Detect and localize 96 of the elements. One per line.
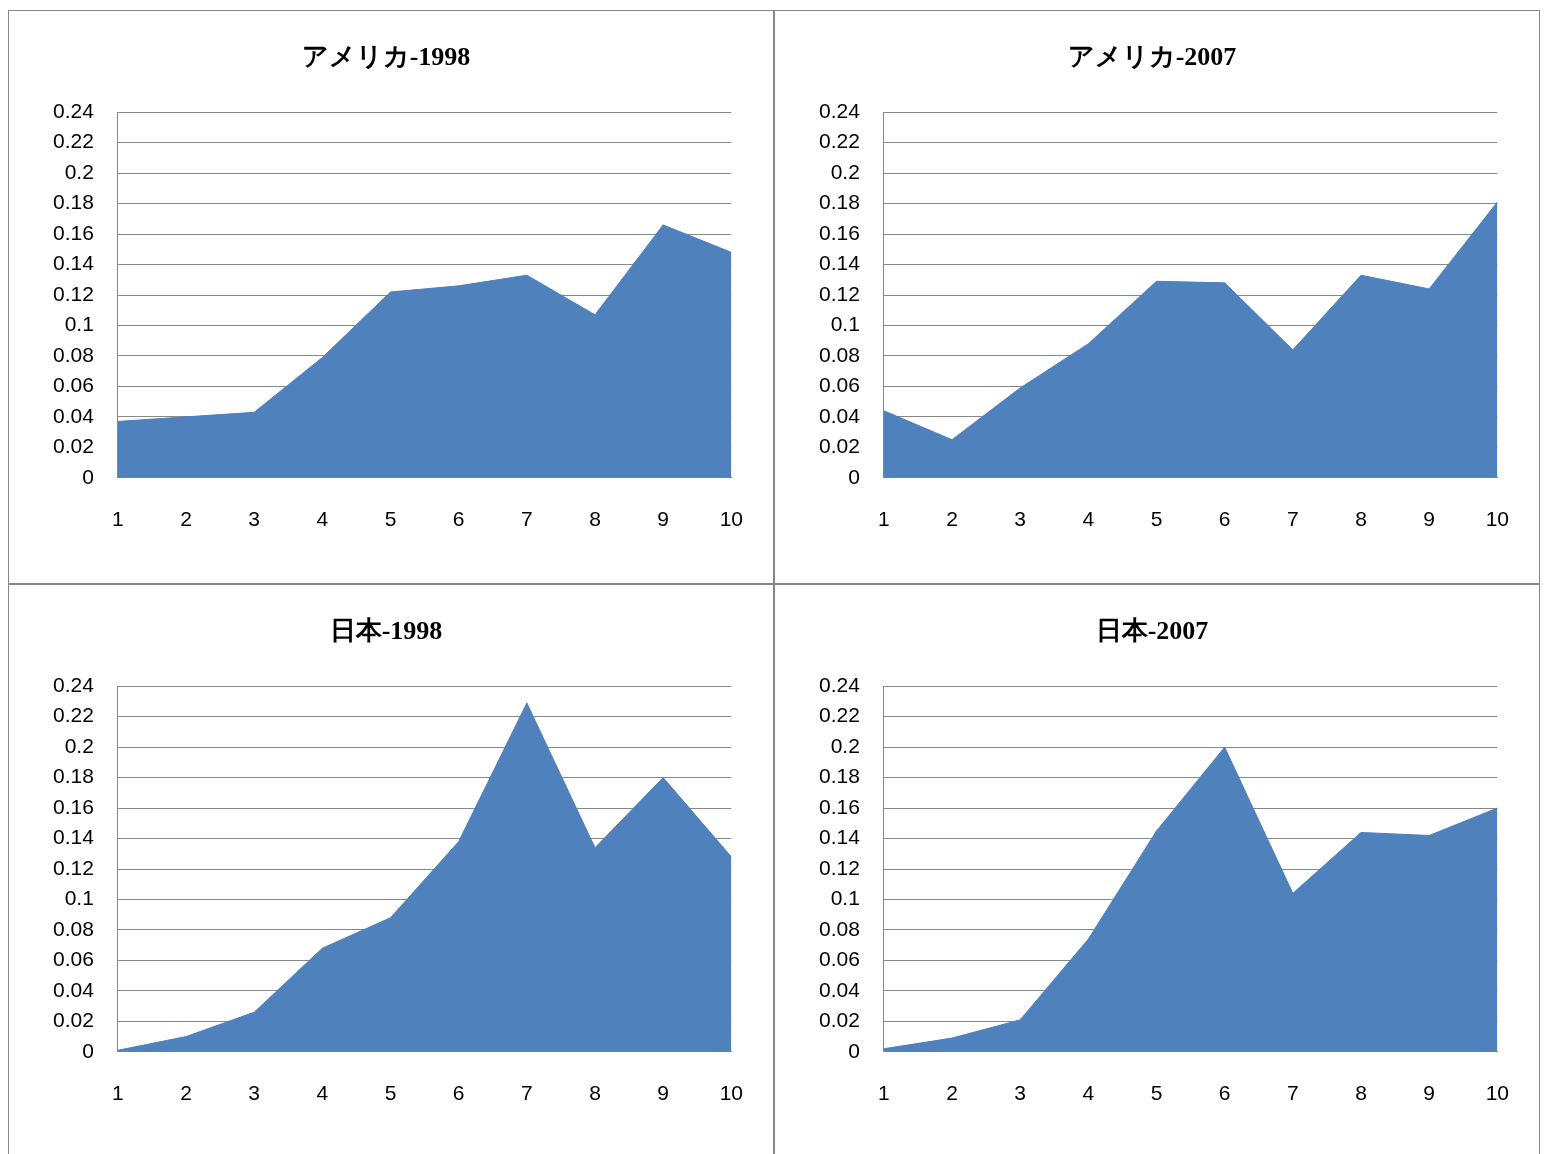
y-tick-label: 0.04	[819, 403, 861, 427]
x-tick-label: 5	[384, 1081, 397, 1105]
y-tick-label: 0.18	[53, 764, 94, 788]
y-tick-label: 0.02	[819, 1008, 860, 1032]
x-tick-label: 1	[112, 1081, 124, 1105]
chart-title: アメリカ-1998	[301, 42, 471, 72]
y-tick-label: 0.18	[819, 190, 860, 214]
x-tick-label: 7	[520, 507, 533, 531]
y-tick-label: 0	[82, 464, 94, 488]
x-tick-label: 8	[589, 507, 601, 531]
y-tick-label: 0.16	[53, 794, 94, 818]
y-tick-label: 0.06	[819, 373, 860, 397]
y-tick-label: 0.04	[819, 977, 861, 1001]
y-tick-label: 0.12	[819, 281, 860, 305]
y-tick-label: 0.16	[53, 220, 94, 244]
x-tick-label: 4	[316, 507, 329, 531]
x-tick-label: 7	[1286, 507, 1299, 531]
x-tick-label: 2	[946, 507, 958, 531]
y-tick-label: 0.16	[819, 794, 860, 818]
y-tick-label: 0.06	[53, 373, 94, 397]
x-tick-label: 6	[1218, 507, 1231, 531]
y-tick-label: 0.08	[819, 342, 860, 366]
x-tick-label: 8	[1355, 1081, 1367, 1105]
x-tick-label: 1	[878, 1081, 890, 1105]
y-tick-label: 0.14	[819, 825, 861, 849]
y-tick-label: 0.2	[830, 159, 860, 183]
y-tick-label: 0.1	[64, 886, 94, 910]
y-tick-label: 0.08	[53, 342, 94, 366]
y-tick-label: 0.2	[830, 733, 860, 757]
y-tick-label: 0.06	[819, 947, 860, 971]
x-tick-label: 9	[657, 1081, 669, 1105]
y-tick-label: 0.02	[53, 434, 94, 458]
x-tick-label: 5	[1150, 1081, 1163, 1105]
y-tick-label: 0.2	[64, 159, 94, 183]
y-tick-label: 0.24	[53, 673, 95, 696]
x-tick-label: 9	[1423, 1081, 1435, 1105]
x-tick-label: 6	[452, 507, 465, 531]
y-tick-label: 0.02	[53, 1008, 94, 1032]
x-tick-label: 1	[112, 507, 124, 531]
y-tick-label: 0.24	[819, 99, 861, 122]
x-tick-label: 4	[1082, 1081, 1095, 1105]
x-tick-label: 2	[180, 507, 192, 531]
y-tick-label: 0.14	[53, 251, 95, 275]
y-tick-label: 0	[82, 1038, 94, 1062]
y-tick-label: 0.06	[53, 947, 94, 971]
x-tick-label: 10	[1485, 1081, 1509, 1105]
y-tick-label: 0.1	[830, 886, 860, 910]
x-tick-label: 8	[589, 1081, 601, 1105]
x-tick-label: 3	[1014, 1081, 1027, 1105]
x-tick-label: 6	[1218, 1081, 1231, 1105]
y-tick-label: 0.12	[819, 855, 860, 879]
y-tick-label: 0.1	[830, 312, 860, 336]
x-tick-label: 7	[1286, 1081, 1299, 1105]
x-tick-label: 10	[719, 507, 743, 531]
y-tick-label: 0.04	[53, 977, 95, 1001]
x-tick-label: 3	[248, 1081, 261, 1105]
y-tick-label: 0.24	[819, 673, 861, 696]
y-tick-label: 0	[848, 464, 860, 488]
x-tick-label: 2	[180, 1081, 192, 1105]
x-tick-label: 3	[1014, 507, 1027, 531]
y-tick-label: 0.12	[53, 855, 94, 879]
y-tick-label: 0.22	[53, 129, 94, 153]
y-tick-label: 0.2	[64, 733, 94, 757]
x-tick-label: 9	[657, 507, 669, 531]
y-tick-label: 0	[848, 1038, 860, 1062]
x-tick-label: 2	[946, 1081, 958, 1105]
x-tick-label: 1	[878, 507, 890, 531]
y-tick-label: 0.1	[64, 312, 94, 336]
y-tick-label: 0.04	[53, 403, 95, 427]
y-tick-label: 0.14	[819, 251, 861, 275]
y-tick-label: 0.18	[53, 190, 94, 214]
y-tick-label: 0.08	[819, 916, 860, 940]
y-tick-label: 0.18	[819, 764, 860, 788]
x-tick-label: 7	[520, 1081, 533, 1105]
x-tick-label: 5	[1150, 507, 1163, 531]
x-tick-label: 8	[1355, 507, 1367, 531]
chart-title: アメリカ-2007	[1067, 42, 1237, 72]
x-tick-label: 5	[384, 507, 397, 531]
x-tick-label: 10	[719, 1081, 743, 1105]
x-tick-label: 6	[452, 1081, 465, 1105]
y-tick-label: 0.08	[53, 916, 94, 940]
x-tick-label: 4	[316, 1081, 329, 1105]
y-tick-label: 0.02	[819, 434, 860, 458]
y-tick-label: 0.22	[819, 129, 860, 153]
y-tick-label: 0.14	[53, 825, 95, 849]
y-tick-label: 0.22	[819, 703, 860, 727]
chart-title: 日本-2007	[1095, 616, 1209, 646]
x-tick-label: 9	[1423, 507, 1435, 531]
chart-title: 日本-1998	[329, 616, 443, 646]
x-tick-label: 10	[1485, 507, 1509, 531]
y-tick-label: 0.24	[53, 99, 95, 122]
x-tick-label: 4	[1082, 507, 1095, 531]
y-tick-label: 0.12	[53, 281, 94, 305]
y-tick-label: 0.22	[53, 703, 94, 727]
y-tick-label: 0.16	[819, 220, 860, 244]
x-tick-label: 3	[248, 507, 261, 531]
